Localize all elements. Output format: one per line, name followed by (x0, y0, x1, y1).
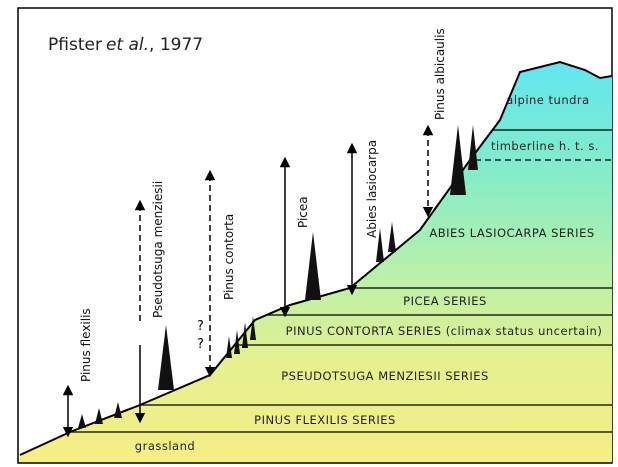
zone-label: timberline h. t. s. (491, 139, 599, 153)
species-label: Pinus flexilis (79, 308, 93, 382)
species-label: Pseudotsuga menziesii (151, 181, 165, 318)
species-label: Picea (296, 196, 310, 228)
zone-label: grassland (135, 439, 195, 453)
zone-label: ABIES LASIOCARPA SERIES (429, 226, 594, 240)
uncertain-mark: ? (197, 337, 204, 352)
zone-label: PSEUDOTSUGA MENZIESII SERIES (281, 369, 489, 383)
citation-author: Pfister (48, 35, 102, 55)
species-label: Pinus albicaulis (433, 28, 447, 120)
zone-label: alpine tundra (506, 93, 589, 107)
citation-year: , 1977 (149, 35, 203, 55)
species-label: Pinus contorta (222, 214, 236, 300)
species-label: Abies lasiocarpa (365, 140, 379, 238)
zone-label: PICEA SERIES (403, 294, 487, 308)
citation-etal: et al. (106, 35, 149, 55)
zone-label: PINUS FLEXILIS SERIES (254, 413, 396, 427)
page: Pfisteret al., 1977 Pinus flexilis Pseud… (0, 0, 618, 467)
zone-label: PINUS CONTORTA SERIES (climax status unc… (286, 324, 603, 338)
uncertain-mark: ? (197, 319, 204, 334)
diagram: Pfisteret al., 1977 Pinus flexilis Pseud… (0, 0, 618, 467)
